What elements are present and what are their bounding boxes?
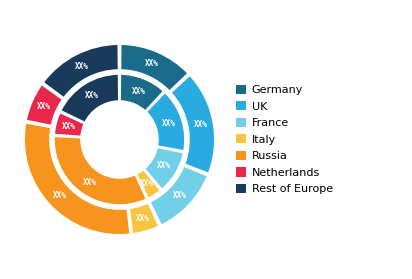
Wedge shape	[129, 203, 159, 234]
Wedge shape	[136, 169, 161, 199]
Wedge shape	[120, 44, 188, 92]
Wedge shape	[171, 75, 215, 174]
Wedge shape	[146, 92, 185, 151]
Wedge shape	[60, 74, 119, 123]
Legend: Germany, UK, France, Italy, Russia, Netherlands, Rest of Europe: Germany, UK, France, Italy, Russia, Neth…	[236, 85, 333, 194]
Text: XX%: XX%	[162, 119, 176, 128]
Text: XX%: XX%	[85, 91, 98, 100]
Wedge shape	[43, 44, 119, 98]
Wedge shape	[26, 84, 63, 126]
Text: XX%: XX%	[83, 178, 97, 187]
Wedge shape	[54, 112, 85, 137]
Wedge shape	[120, 74, 164, 111]
Wedge shape	[54, 136, 147, 205]
Text: XX%: XX%	[62, 122, 76, 131]
Text: XX%: XX%	[194, 120, 207, 129]
Text: XX%: XX%	[75, 62, 89, 71]
Text: XX%: XX%	[145, 59, 159, 68]
Text: XX%: XX%	[173, 191, 187, 200]
Wedge shape	[24, 122, 131, 235]
Text: XX%: XX%	[140, 179, 154, 188]
Wedge shape	[150, 166, 208, 225]
Wedge shape	[144, 147, 184, 190]
Text: XX%: XX%	[157, 162, 171, 170]
Text: XX%: XX%	[136, 214, 150, 223]
Text: XX%: XX%	[37, 102, 51, 111]
Text: XX%: XX%	[132, 87, 145, 96]
Text: XX%: XX%	[52, 191, 66, 200]
